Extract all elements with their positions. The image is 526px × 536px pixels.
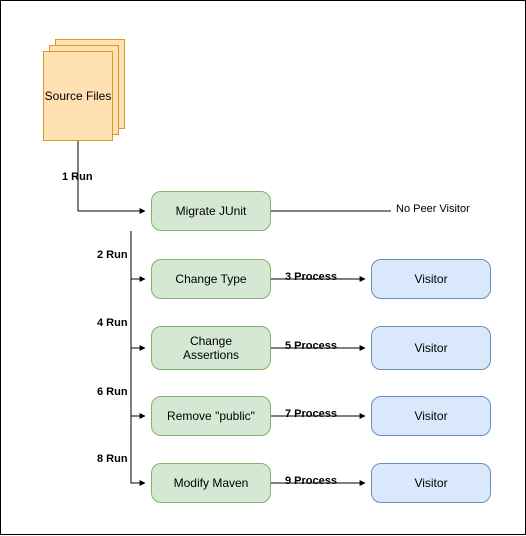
edge-4 [131, 299, 145, 348]
edge-label-2: 2 Run [97, 249, 128, 261]
node-label: Modify Maven [174, 476, 249, 490]
edge-label-8: 8 Run [97, 453, 128, 465]
edge-label-5: 5 Process [285, 340, 337, 352]
node-label: Visitor [414, 476, 447, 490]
node-source-files: Source Files [43, 39, 125, 141]
edge-label-3: 3 Process [285, 271, 337, 283]
node-label: ChangeAssertions [183, 334, 239, 363]
node-change-assertions: ChangeAssertions [151, 326, 271, 370]
edge-label-6: 6 Run [97, 386, 128, 398]
node-visitor-4: Visitor [371, 463, 491, 503]
source-file-page: Source Files [43, 51, 113, 141]
edge-2 [131, 231, 145, 279]
node-visitor-2: Visitor [371, 326, 491, 370]
node-visitor-3: Visitor [371, 396, 491, 436]
node-remove-public: Remove "public" [151, 396, 271, 436]
node-label: Visitor [414, 341, 447, 355]
edge-label-7: 7 Process [285, 408, 337, 420]
edge-label-nopeer: No Peer Visitor [396, 203, 470, 215]
edge-label-1: 1 Run [62, 171, 93, 183]
edge-6 [131, 370, 145, 416]
node-label: Change Type [175, 272, 246, 286]
edge-8 [131, 436, 145, 483]
node-label: Migrate JUnit [176, 204, 247, 218]
node-label: Remove "public" [167, 409, 255, 423]
edge-label-4: 4 Run [97, 317, 128, 329]
node-label: Source Files [44, 89, 112, 103]
node-change-type: Change Type [151, 259, 271, 299]
node-migrate-junit: Migrate JUnit [151, 191, 271, 231]
node-visitor-1: Visitor [371, 259, 491, 299]
node-label: Visitor [414, 409, 447, 423]
node-modify-maven: Modify Maven [151, 463, 271, 503]
node-label: Visitor [414, 272, 447, 286]
diagram-canvas: Source Files Migrate JUnit Change Type C… [0, 0, 526, 535]
edge-label-9: 9 Process [285, 475, 337, 487]
